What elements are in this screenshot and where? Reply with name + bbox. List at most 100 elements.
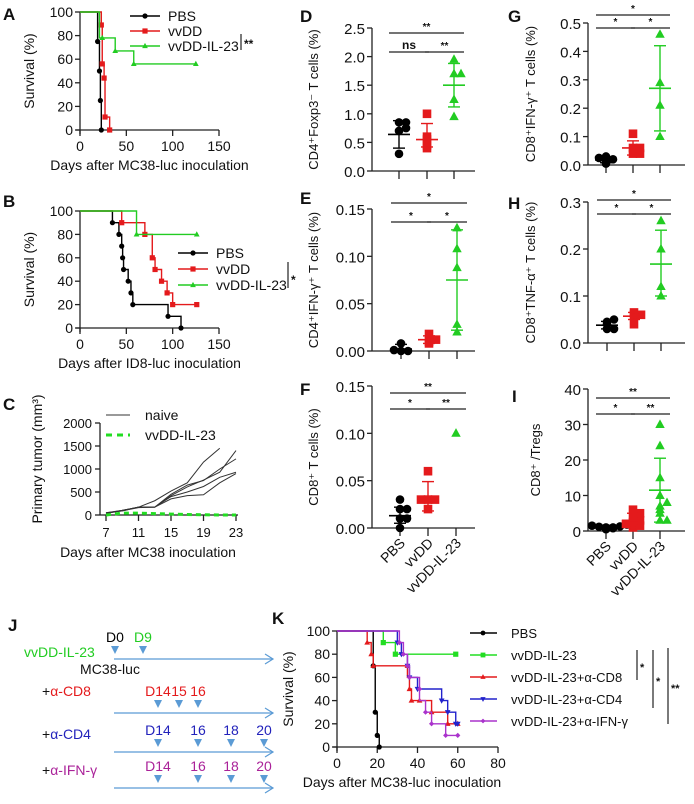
data-point [368,651,375,657]
y-tick-label: 0 [573,524,581,541]
significance-label: * [409,211,413,222]
significance-label: * [615,203,619,214]
y-axis-label: CD4⁺IFN-γ⁺ T cells (%) [306,212,321,348]
y-tick-label: 60 [57,250,73,266]
panel-G: G 0.0 0.1 0.2 0.3 0.4 0.5 CD8⁺IFN-γ⁺ T cells (%… [508,4,685,175]
y-tick-label: 0.4 [560,44,581,61]
y-axis-label: CD8⁺IFN-γ⁺ T cells (%) [523,26,538,162]
data-point [107,127,113,133]
panel-label: H [508,194,520,213]
data-point [370,662,377,668]
y-tick-label: 1.5 [344,78,365,95]
data-point [194,302,200,308]
data-point [416,495,426,504]
significance-label: ** [244,37,254,51]
y-tick-label: 0.5 [560,16,581,33]
x-tick-label: 50 [119,336,135,352]
data-point [400,651,407,657]
data-point [636,310,646,320]
data-point [102,114,108,120]
y-tick-label: 10 [564,489,581,506]
data-point [116,231,122,237]
data-point [99,61,105,67]
series-line-vvDD-IL-23+α-IFN-γ [337,630,458,737]
data-point [170,302,176,308]
significance-label: * [445,211,449,222]
timepoint-label: 15 [171,683,187,699]
significance-label: * [291,273,296,287]
dose-marker-icon [194,700,202,708]
arrowhead [264,782,275,794]
treatment: α-CD8 [50,683,91,699]
data-point [402,504,412,514]
dose-marker-icon [139,646,147,654]
y-tick-label: 0.1 [560,130,581,147]
y-tick-label: 40 [314,693,330,709]
data-point [662,497,672,507]
y-axis-label: CD8⁺TNF-α⁺ T cells (%) [523,202,538,344]
y-axis-label: CD8⁺ T cells (%) [306,408,321,505]
panel-label: E [300,189,311,208]
series-line-naive-2 [105,450,237,514]
legend-label: PBS [168,8,196,24]
dose-marker-icon [194,739,202,747]
panel-H: H 0.0 0.1 0.2 0.3 CD8⁺TNF-α⁺ T cells (%) * * * [508,189,685,353]
legend-label: vvDD-IL-23 [168,38,239,54]
x-tick-label: 19 [196,525,210,540]
timepoint-label: D14 [145,683,171,699]
data-point [655,419,665,428]
y-axis-label: Survival (%) [21,33,37,108]
series-line-PBS [337,630,380,747]
data-point [99,34,106,41]
dose-marker-icon [227,775,235,783]
data-point [444,710,451,716]
legend-marker [480,652,486,658]
y-tick-label: 0.05 [336,297,365,314]
series-line-vvDD [80,210,197,306]
y-tick-label: 2000 [63,416,92,431]
significance-label: ** [423,22,431,33]
y-tick-label: 500 [70,485,92,500]
data-point [609,315,619,324]
data-point [423,466,433,476]
row-label: +α-CD8 [42,683,91,699]
data-point [97,97,103,104]
data-point [629,319,639,329]
legend-marker [480,718,486,724]
data-point [101,75,107,81]
y-tick-label: 0.00 [336,344,365,361]
significance-label: ** [441,41,449,52]
dose-marker-icon [154,775,162,783]
y-tick-label: 40 [564,382,581,399]
legend-marker [142,28,148,34]
y-tick-label: 0.05 [336,474,365,491]
data-point [416,686,423,692]
data-point [438,698,445,704]
y-tick-label: 20 [57,297,73,313]
data-point [443,732,449,738]
x-tick-label: 50 [119,138,135,154]
significance-label: * [614,403,618,414]
treatment: α-IFN-γ [50,762,97,778]
y-tick-label: 2.0 [344,50,365,67]
data-point [406,674,413,680]
data-point [396,339,406,348]
x-tick-label: 150 [207,336,231,352]
y-tick-label: 1000 [63,462,92,477]
dose-marker-icon [154,700,162,708]
series-line-naive-5 [105,473,237,514]
row-label: +α-IFN-γ [42,762,97,778]
data-point [133,231,140,237]
panel-K: K 0 20 40 60 80 100 0 20 40 60 80 Survival (%) Days a… [272,609,680,790]
significance-label: * [427,192,431,203]
panel-label: A [3,5,15,24]
x-tick-label: 7 [102,525,109,540]
legend-marker [480,697,486,702]
significance-label: * [614,17,618,28]
data-point [656,215,666,225]
y-tick-label: 60 [57,51,73,67]
y-axis-label: Survival (%) [280,651,296,726]
data-point [395,495,405,504]
prefix: + [42,726,50,742]
